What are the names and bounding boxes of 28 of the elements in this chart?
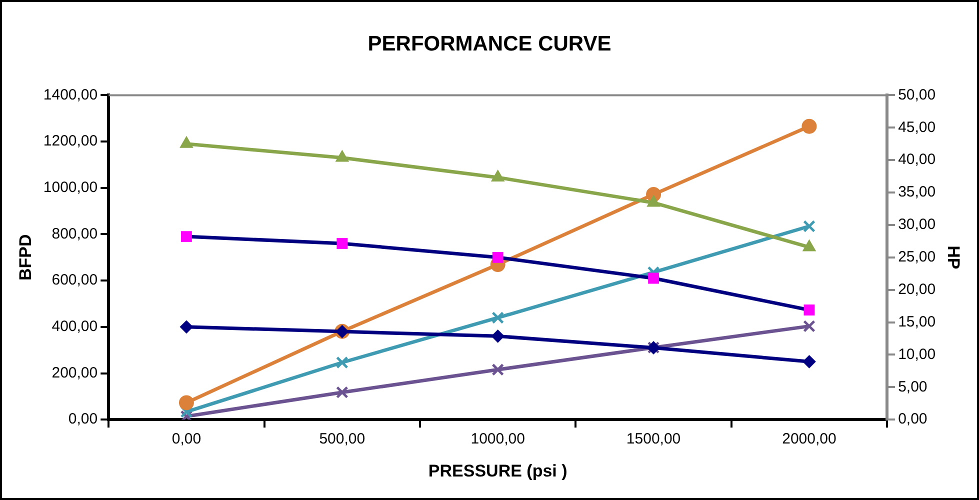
y-tick-label: 600,00 <box>52 272 98 289</box>
y2-tick-label: 45,00 <box>898 118 936 136</box>
x-axis-title: PRESSURE (psi ) <box>428 461 568 480</box>
x-tick-label: 0,00 <box>172 430 202 448</box>
x-tick-label: 1000,00 <box>470 430 525 448</box>
y-tick-label: 200,00 <box>52 364 98 382</box>
y-tick-label: 800,00 <box>52 225 98 242</box>
x-tick-label: 2000,00 <box>782 430 836 448</box>
y2-tick-label: 5,00 <box>898 378 928 396</box>
x-tick-label: 1500,00 <box>626 430 681 448</box>
y2-tick-label: 20,00 <box>898 280 936 298</box>
y2-tick-label: 35,00 <box>898 184 936 201</box>
y2-tick-label: 15,00 <box>898 313 936 330</box>
y-axis-title: BFPD <box>16 234 35 281</box>
chart-title: PERFORMANCE CURVE <box>368 32 612 56</box>
y-tick-label: 1400,00 <box>43 86 98 104</box>
y2-tick-label: 40,00 <box>898 151 936 168</box>
y2-tick-label: 25,00 <box>898 248 936 266</box>
y2-tick-label: 0,00 <box>898 410 928 428</box>
y2-tick-label: 50,00 <box>898 86 936 104</box>
x-tick-label: 500,00 <box>319 430 366 448</box>
y-tick-label: 1200,00 <box>43 132 98 150</box>
y2-axis-title: HP <box>944 246 964 270</box>
y-tick-label: 400,00 <box>52 318 98 336</box>
y2-tick-label: 10,00 <box>898 346 936 363</box>
y-tick-label: 0,00 <box>68 410 98 428</box>
y-tick-label: 1000,00 <box>43 179 98 196</box>
y2-tick-label: 30,00 <box>898 216 936 234</box>
